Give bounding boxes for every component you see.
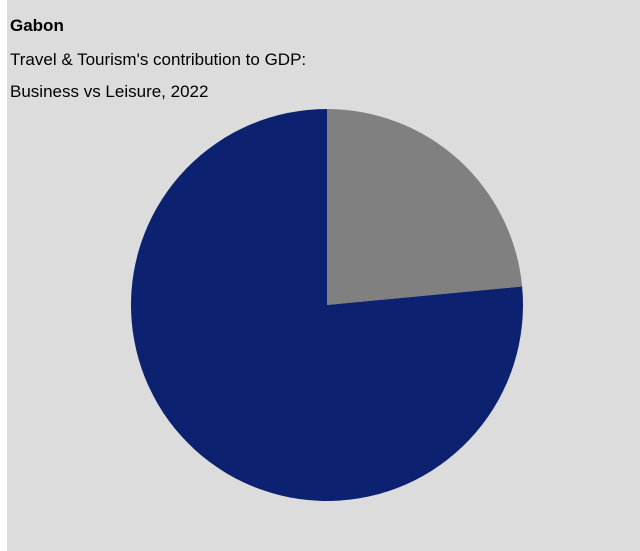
chart-subtitle: Travel & Tourism's contribution to GDP: … bbox=[10, 44, 306, 108]
chart-title: Gabon bbox=[10, 16, 64, 35]
chart-subtitle-line-2: Business vs Leisure, 2022 bbox=[10, 82, 209, 101]
pie-slice-2 bbox=[131, 109, 524, 501]
pie-chart bbox=[131, 109, 524, 501]
chart-subtitle-line-1: Travel & Tourism's contribution to GDP: bbox=[10, 50, 307, 69]
pie-slice-1 bbox=[327, 109, 523, 305]
chart-panel: Gabon Travel & Tourism's contribution to… bbox=[7, 0, 640, 551]
